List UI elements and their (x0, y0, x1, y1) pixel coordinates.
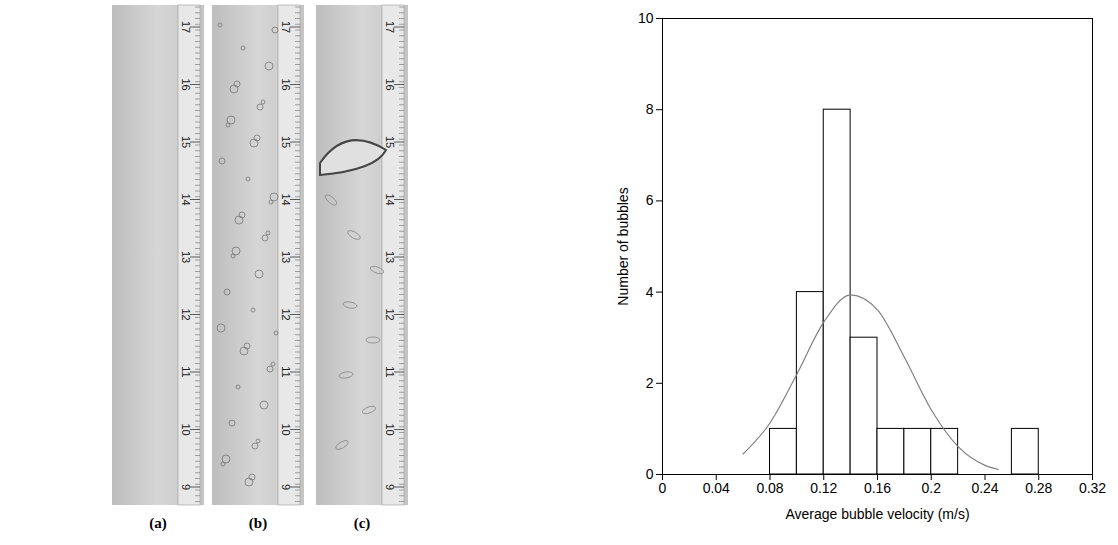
svg-text:14: 14 (384, 193, 396, 205)
svg-text:14: 14 (180, 193, 192, 205)
svg-text:9: 9 (384, 484, 396, 490)
svg-text:10: 10 (638, 10, 654, 26)
svg-text:0.2: 0.2 (922, 480, 942, 496)
svg-text:12: 12 (180, 308, 192, 320)
svg-text:0: 0 (659, 480, 667, 496)
svg-text:10: 10 (280, 423, 292, 435)
svg-text:16: 16 (180, 78, 192, 90)
svg-text:17: 17 (280, 21, 292, 33)
svg-text:16: 16 (384, 78, 396, 90)
svg-text:0.04: 0.04 (703, 480, 730, 496)
svg-text:4: 4 (646, 284, 654, 300)
svg-text:(a): (a) (149, 515, 167, 532)
svg-text:10: 10 (384, 423, 396, 435)
svg-text:0.32: 0.32 (1079, 480, 1106, 496)
svg-text:14: 14 (280, 193, 292, 205)
svg-text:13: 13 (180, 251, 192, 263)
svg-text:17: 17 (180, 21, 192, 33)
svg-text:15: 15 (180, 136, 192, 148)
svg-text:11: 11 (384, 366, 396, 377)
svg-text:15: 15 (384, 136, 396, 148)
svg-text:Number of bubbles: Number of bubbles (615, 187, 631, 305)
svg-text:2: 2 (646, 375, 654, 391)
svg-text:(b): (b) (249, 515, 267, 532)
svg-text:0.24: 0.24 (971, 480, 998, 496)
svg-text:0.08: 0.08 (756, 480, 783, 496)
svg-text:9: 9 (280, 484, 292, 490)
svg-text:12: 12 (384, 308, 396, 320)
svg-text:0: 0 (646, 466, 654, 482)
svg-text:15: 15 (280, 136, 292, 148)
svg-text:6: 6 (646, 192, 654, 208)
svg-text:11: 11 (280, 366, 292, 377)
svg-text:Average bubble velocity (m/s): Average bubble velocity (m/s) (785, 506, 969, 522)
svg-text:17: 17 (384, 21, 396, 33)
svg-text:13: 13 (280, 251, 292, 263)
svg-text:10: 10 (180, 423, 192, 435)
svg-text:8: 8 (646, 101, 654, 117)
svg-text:0.28: 0.28 (1025, 480, 1052, 496)
svg-text:12: 12 (280, 308, 292, 320)
svg-text:9: 9 (180, 484, 192, 490)
svg-text:0.16: 0.16 (864, 480, 891, 496)
svg-text:11: 11 (180, 366, 192, 377)
svg-text:(c): (c) (354, 515, 371, 532)
svg-text:13: 13 (384, 251, 396, 263)
svg-text:16: 16 (280, 78, 292, 90)
svg-text:0.12: 0.12 (810, 480, 837, 496)
